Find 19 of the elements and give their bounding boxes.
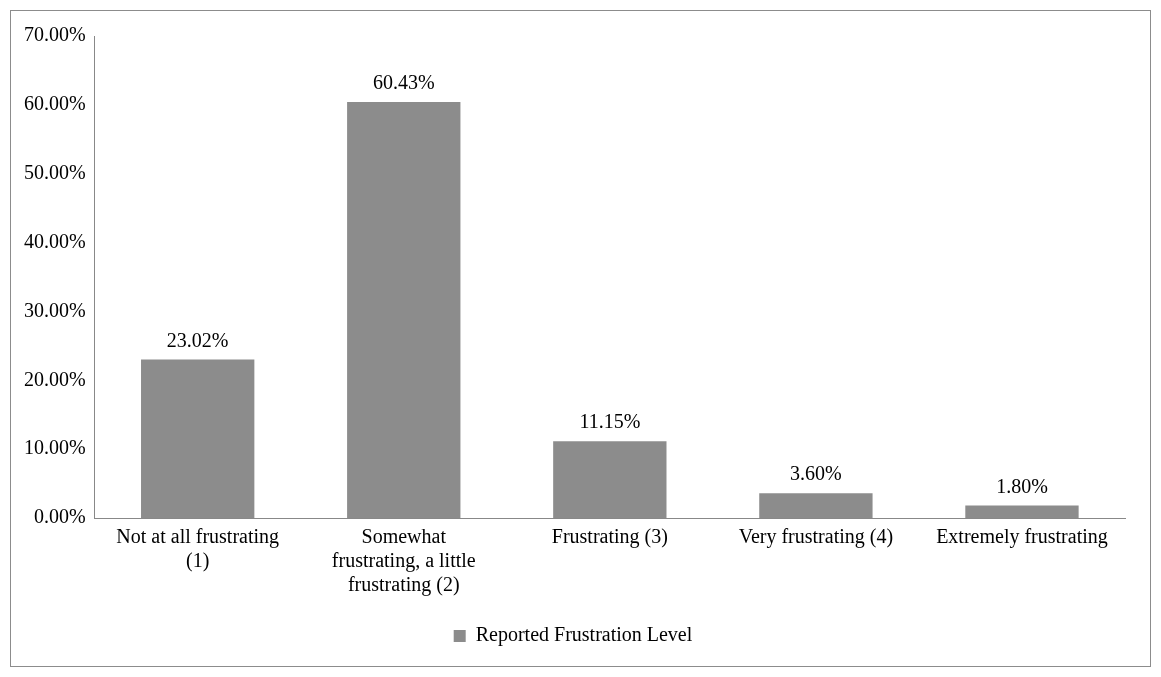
x-tick-label: Extremely frustrating <box>936 525 1108 549</box>
y-tick-label: 60.00% <box>23 92 86 115</box>
data-label: 11.15% <box>579 410 641 433</box>
y-tick-label: 70.00% <box>23 23 86 46</box>
y-tick-label: 10.00% <box>23 436 86 459</box>
data-label: 60.43% <box>372 71 435 94</box>
data-label: 1.80% <box>996 474 1048 497</box>
x-tick-label: Not at all frustrating (1) <box>116 525 280 573</box>
y-tick-label: 50.00% <box>23 160 86 183</box>
y-tick-label: 40.00% <box>23 229 86 252</box>
y-tick-label: 20.00% <box>23 367 86 390</box>
data-label: 23.02% <box>166 328 229 351</box>
data-label: 3.60% <box>790 462 842 485</box>
y-tick-label: 0.00% <box>33 505 86 528</box>
x-tick-label: Frustrating (3) <box>551 525 668 549</box>
x-tick-label: Somewhat frustrating, a little frustrating (2) <box>331 525 476 597</box>
y-tick-label: 30.00% <box>23 298 86 321</box>
legend-label: Reported Frustration Level <box>475 623 693 647</box>
x-tick-label: Very frustrating (4) <box>738 525 894 549</box>
